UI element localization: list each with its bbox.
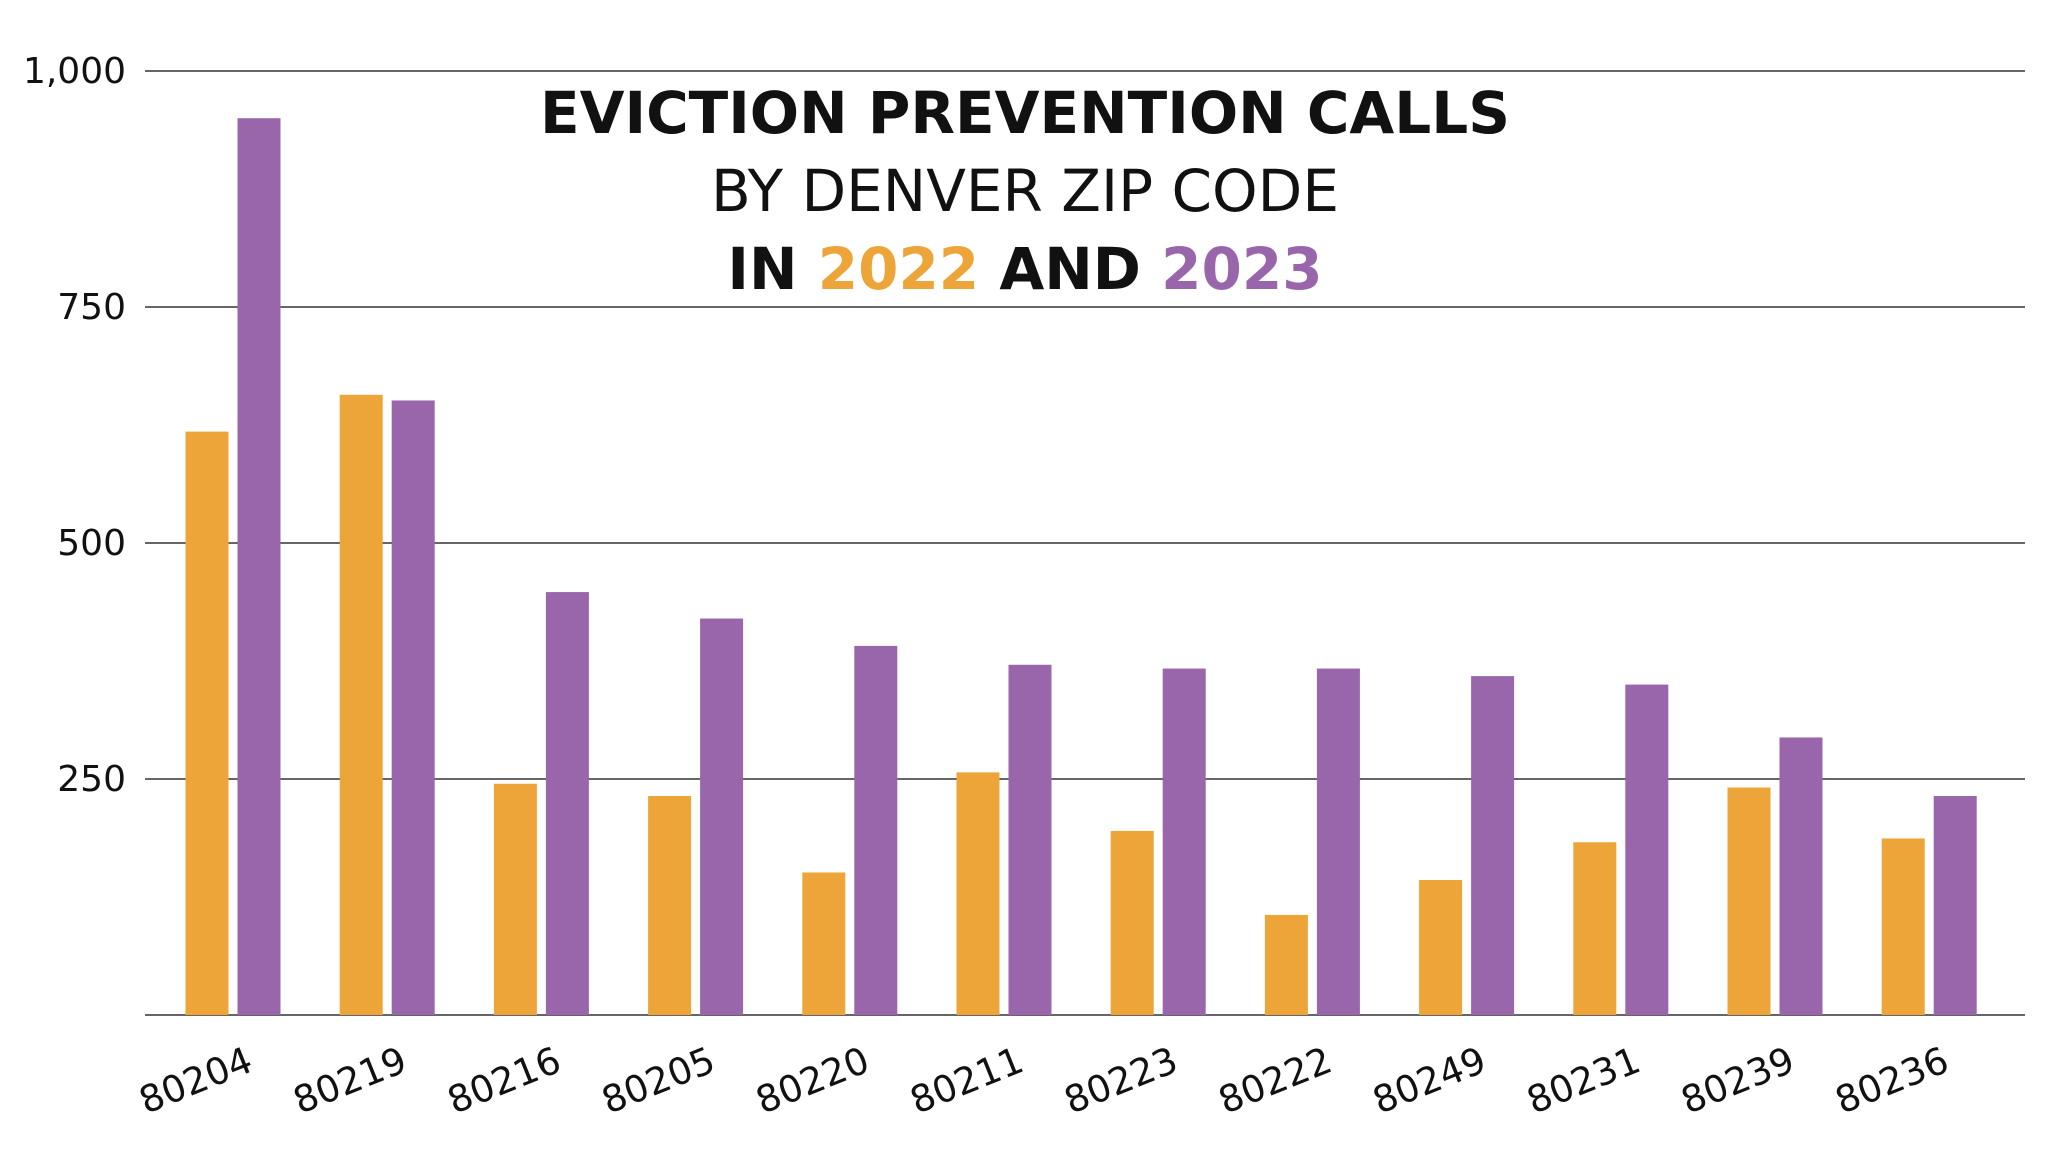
y-tick-label: 1,000 [23, 51, 126, 92]
title-mid: AND [979, 235, 1162, 303]
grid-lines [145, 70, 2025, 1016]
bar-2023-80223 [1162, 668, 1206, 1015]
x-tick-label: 80223 [1058, 1038, 1183, 1122]
bar-2023-80236 [1933, 795, 1977, 1015]
bar-2022-80236 [1881, 838, 1925, 1015]
bar-2022-80211 [956, 772, 1000, 1015]
bar-2022-80231 [1573, 842, 1617, 1015]
x-tick-label: 80204 [133, 1038, 258, 1122]
bar-2023-80220 [854, 645, 898, 1015]
bar-2022-80222 [1264, 914, 1308, 1015]
x-tick-label: 80220 [750, 1038, 875, 1122]
bar-2023-80249 [1471, 676, 1515, 1015]
y-tick-label: 750 [57, 287, 126, 328]
x-tick-label: 80216 [442, 1038, 567, 1122]
bar-2022-80204 [185, 431, 229, 1015]
bar-2023-80216 [545, 592, 589, 1015]
x-tick-label: 80239 [1675, 1038, 1800, 1122]
x-tick-label: 80205 [596, 1038, 721, 1122]
bar-2023-80211 [1008, 664, 1052, 1015]
legend-2023: 2023 [1161, 235, 1323, 303]
bar-2022-80216 [493, 783, 537, 1015]
chart-title-years: IN 2022 AND 2023 [450, 240, 1600, 298]
bar-2023-80222 [1316, 668, 1360, 1015]
chart-title: EVICTION PREVENTION CALLS [540, 79, 1510, 147]
bar-2022-80249 [1419, 880, 1463, 1015]
bars [185, 118, 1977, 1015]
bar-2022-80205 [648, 795, 692, 1015]
x-tick-label: 80236 [1829, 1038, 1954, 1122]
bar-2023-80219 [391, 400, 435, 1015]
bar-2022-80223 [1110, 830, 1154, 1015]
x-tick-label: 80219 [287, 1038, 412, 1122]
x-tick-label: 80222 [1213, 1038, 1338, 1122]
y-tick-label: 500 [57, 523, 126, 564]
bar-2023-80205 [700, 618, 744, 1015]
legend-2022: 2022 [817, 235, 980, 303]
bar-2022-80220 [802, 872, 846, 1015]
x-tick-label: 80231 [1521, 1038, 1646, 1122]
y-axis-ticks: 250 500 750 1,000 [23, 51, 126, 800]
y-tick-label: 250 [57, 759, 126, 800]
bar-2023-80239 [1779, 737, 1823, 1015]
x-tick-label: 80249 [1367, 1038, 1492, 1122]
bar-2023-80231 [1625, 684, 1669, 1015]
x-axis-labels: 80204 80219 80216 80205 80220 80211 80223 80222… [133, 1038, 1954, 1122]
chart-subtitle: BY DENVER ZIP CODE [711, 157, 1339, 225]
title-prefix: IN [727, 235, 818, 303]
bar-2023-80204 [237, 118, 281, 1015]
x-tick-label: 80211 [904, 1038, 1029, 1122]
bar-2022-80219 [339, 394, 383, 1015]
bar-2022-80239 [1727, 787, 1771, 1015]
